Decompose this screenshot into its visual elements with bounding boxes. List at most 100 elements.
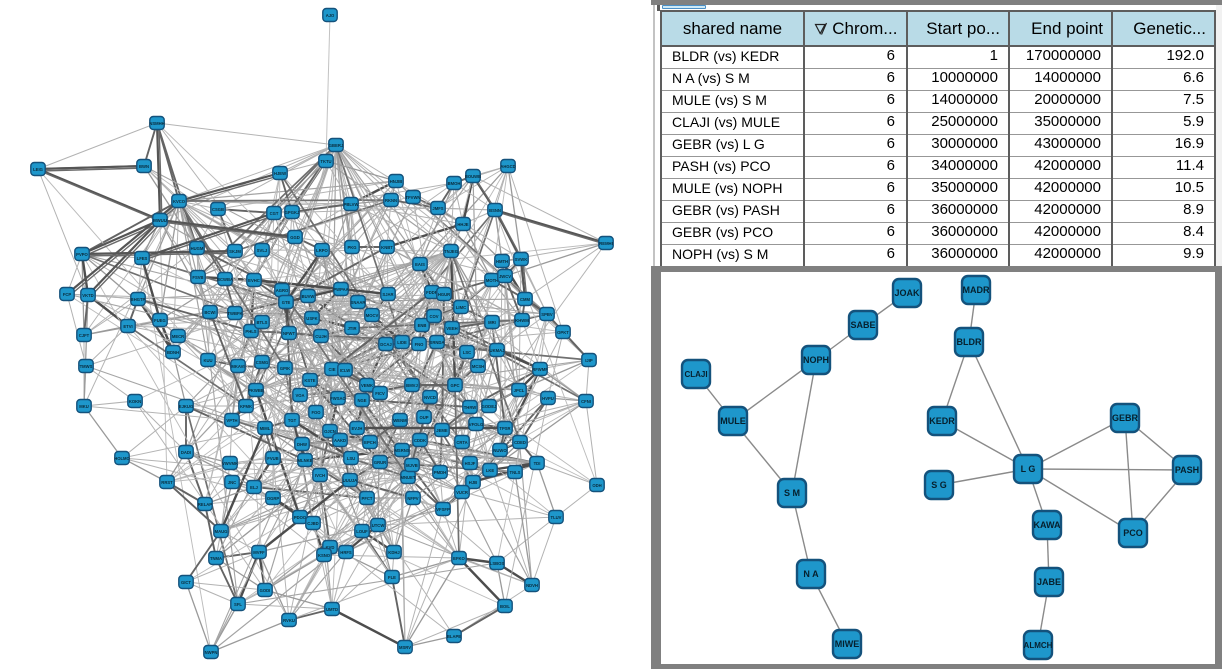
svg-text:GGD: GGD bbox=[290, 235, 300, 240]
svg-text:PASH: PASH bbox=[1175, 465, 1199, 475]
svg-text:THRW: THRW bbox=[464, 405, 477, 410]
svg-text:PMDH: PMDH bbox=[434, 470, 446, 475]
svg-text:FNO: FNO bbox=[415, 342, 425, 347]
svg-text:FSVB: FSVB bbox=[192, 275, 203, 280]
svg-text:HMTH: HMTH bbox=[496, 259, 508, 264]
svg-text:AHGCD: AHGCD bbox=[500, 164, 515, 169]
svg-text:KUU: KUU bbox=[203, 358, 212, 363]
svg-text:VEEH: VEEH bbox=[446, 326, 457, 331]
svg-text:CJFT: CJFT bbox=[79, 333, 90, 338]
svg-text:GEBR: GEBR bbox=[1112, 413, 1139, 423]
svg-text:PKG: PKG bbox=[347, 245, 356, 250]
svg-text:TDI: TDI bbox=[534, 461, 541, 466]
svg-text:BMVJ: BMVJ bbox=[406, 383, 418, 388]
svg-text:OPKT: OPKT bbox=[557, 330, 569, 335]
svg-text:BHGTP: BHGTP bbox=[131, 297, 146, 302]
svg-text:JMFS: JMFS bbox=[432, 206, 443, 211]
svg-text:MRI: MRI bbox=[488, 320, 496, 325]
svg-text:LSBOS: LSBOS bbox=[490, 561, 505, 566]
svg-text:DADI: DADI bbox=[181, 450, 191, 455]
svg-text:CGT: CGT bbox=[270, 211, 279, 216]
svg-text:GBERJ: GBERJ bbox=[329, 143, 344, 148]
svg-text:CMM: CMM bbox=[520, 297, 531, 302]
svg-text:MWUU: MWUU bbox=[153, 218, 167, 223]
svg-text:LEIG: LEIG bbox=[33, 167, 43, 172]
svg-text:LRPO: LRPO bbox=[316, 248, 328, 253]
svg-text:KEDR: KEDR bbox=[929, 416, 955, 426]
svg-text:GPGKJ: GPGKJ bbox=[285, 210, 300, 215]
svg-text:SVWK: SVWK bbox=[515, 257, 528, 262]
svg-text:FVUB: FVUB bbox=[267, 456, 278, 461]
svg-text:MLNKE: MLNKE bbox=[298, 458, 313, 463]
svg-text:MVFF: MVFF bbox=[253, 550, 265, 555]
svg-text:OGRP: OGRP bbox=[267, 496, 280, 501]
svg-text:LKE: LKE bbox=[486, 468, 495, 473]
svg-text:TGT: TGT bbox=[288, 418, 297, 423]
svg-text:VWVMK: VWVMK bbox=[222, 461, 238, 466]
svg-text:GODEJ: GODEJ bbox=[482, 404, 497, 409]
svg-text:KHWM: KHWM bbox=[515, 318, 529, 323]
svg-text:JEME: JEME bbox=[436, 428, 448, 433]
svg-text:DCAJ: DCAJ bbox=[380, 342, 392, 347]
svg-text:SABE: SABE bbox=[850, 320, 875, 330]
svg-text:TWBFK: TWBFK bbox=[227, 311, 242, 316]
svg-text:S M: S M bbox=[784, 488, 800, 498]
svg-text:REMHI: REMHI bbox=[599, 241, 613, 246]
svg-text:MSRNS: MSRNS bbox=[394, 448, 409, 453]
svg-text:RVKU: RVKU bbox=[283, 618, 295, 623]
svg-text:MECR: MECR bbox=[172, 334, 184, 339]
svg-text:HSJF: HSJF bbox=[465, 461, 476, 466]
svg-text:KVD: KVD bbox=[326, 545, 335, 550]
svg-text:N A: N A bbox=[803, 569, 819, 579]
svg-text:HJB: HJB bbox=[469, 480, 477, 485]
svg-text:JOAK: JOAK bbox=[894, 288, 920, 298]
svg-text:RRST: RRST bbox=[161, 480, 173, 485]
svg-text:OUP: OUP bbox=[419, 415, 428, 420]
svg-text:FUEG: FUEG bbox=[154, 318, 166, 323]
svg-text:PCO: PCO bbox=[1123, 528, 1143, 538]
svg-text:KAWA: KAWA bbox=[1034, 520, 1062, 530]
svg-text:JNC: JNC bbox=[228, 480, 236, 485]
svg-text:BDNH: BDNH bbox=[167, 350, 179, 355]
svg-text:ELJ: ELJ bbox=[250, 485, 258, 490]
svg-text:DHW: DHW bbox=[297, 442, 307, 447]
svg-text:LSC: LSC bbox=[463, 350, 471, 355]
svg-text:MCSH: MCSH bbox=[472, 364, 484, 369]
svg-text:NVCD: NVCD bbox=[424, 395, 436, 400]
svg-text:MAUG: MAUG bbox=[215, 529, 228, 534]
svg-text:HOLMO: HOLMO bbox=[114, 456, 130, 461]
svg-text:RFWMF: RFWMF bbox=[532, 367, 548, 372]
svg-text:CDDK: CDDK bbox=[414, 438, 426, 443]
svg-text:WENM: WENM bbox=[393, 418, 407, 423]
svg-text:AAKD: AAKD bbox=[334, 438, 346, 443]
svg-text:CUJH: CUJH bbox=[315, 334, 326, 339]
svg-text:KOKN: KOKN bbox=[129, 399, 141, 404]
svg-text:CFNI: CFNI bbox=[581, 399, 591, 404]
svg-text:VEMK: VEMK bbox=[361, 383, 373, 388]
svg-text:PBLVW: PBLVW bbox=[344, 202, 359, 207]
svg-text:HNJIB: HNJIB bbox=[390, 179, 403, 184]
svg-text:MKU: MKU bbox=[79, 404, 89, 409]
svg-text:BTLS: BTLS bbox=[257, 320, 268, 325]
svg-text:CDED: CDED bbox=[514, 440, 526, 445]
svg-text:MJVB: MJVB bbox=[406, 463, 418, 468]
svg-text:SNAAR: SNAAR bbox=[351, 300, 366, 305]
svg-text:ICLW: ICLW bbox=[340, 368, 351, 373]
svg-text:PWPAA: PWPAA bbox=[333, 287, 348, 292]
svg-text:KSTE: KSTE bbox=[304, 378, 315, 383]
svg-text:OJCN: OJCN bbox=[324, 429, 336, 434]
svg-text:FICV: FICV bbox=[375, 391, 385, 396]
svg-text:NGE: NGE bbox=[357, 398, 366, 403]
svg-text:UMTD: UMTD bbox=[326, 607, 338, 612]
svg-text:BOIL: BOIL bbox=[500, 604, 510, 609]
svg-text:IVCH: IVCH bbox=[315, 473, 325, 478]
svg-text:CRTA: CRTA bbox=[456, 440, 467, 445]
svg-text:VUCR: VUCR bbox=[456, 490, 468, 495]
svg-text:FLE: FLE bbox=[388, 575, 396, 580]
svg-text:ALMCH: ALMCH bbox=[1024, 641, 1053, 650]
svg-text:CSMG: CSMG bbox=[256, 360, 269, 365]
svg-text:PKWBB: PKWBB bbox=[248, 388, 264, 393]
svg-text:TLUV: TLUV bbox=[551, 515, 562, 520]
svg-text:TNLS: TNLS bbox=[510, 470, 521, 475]
svg-text:BCWI: BCWI bbox=[204, 310, 215, 315]
